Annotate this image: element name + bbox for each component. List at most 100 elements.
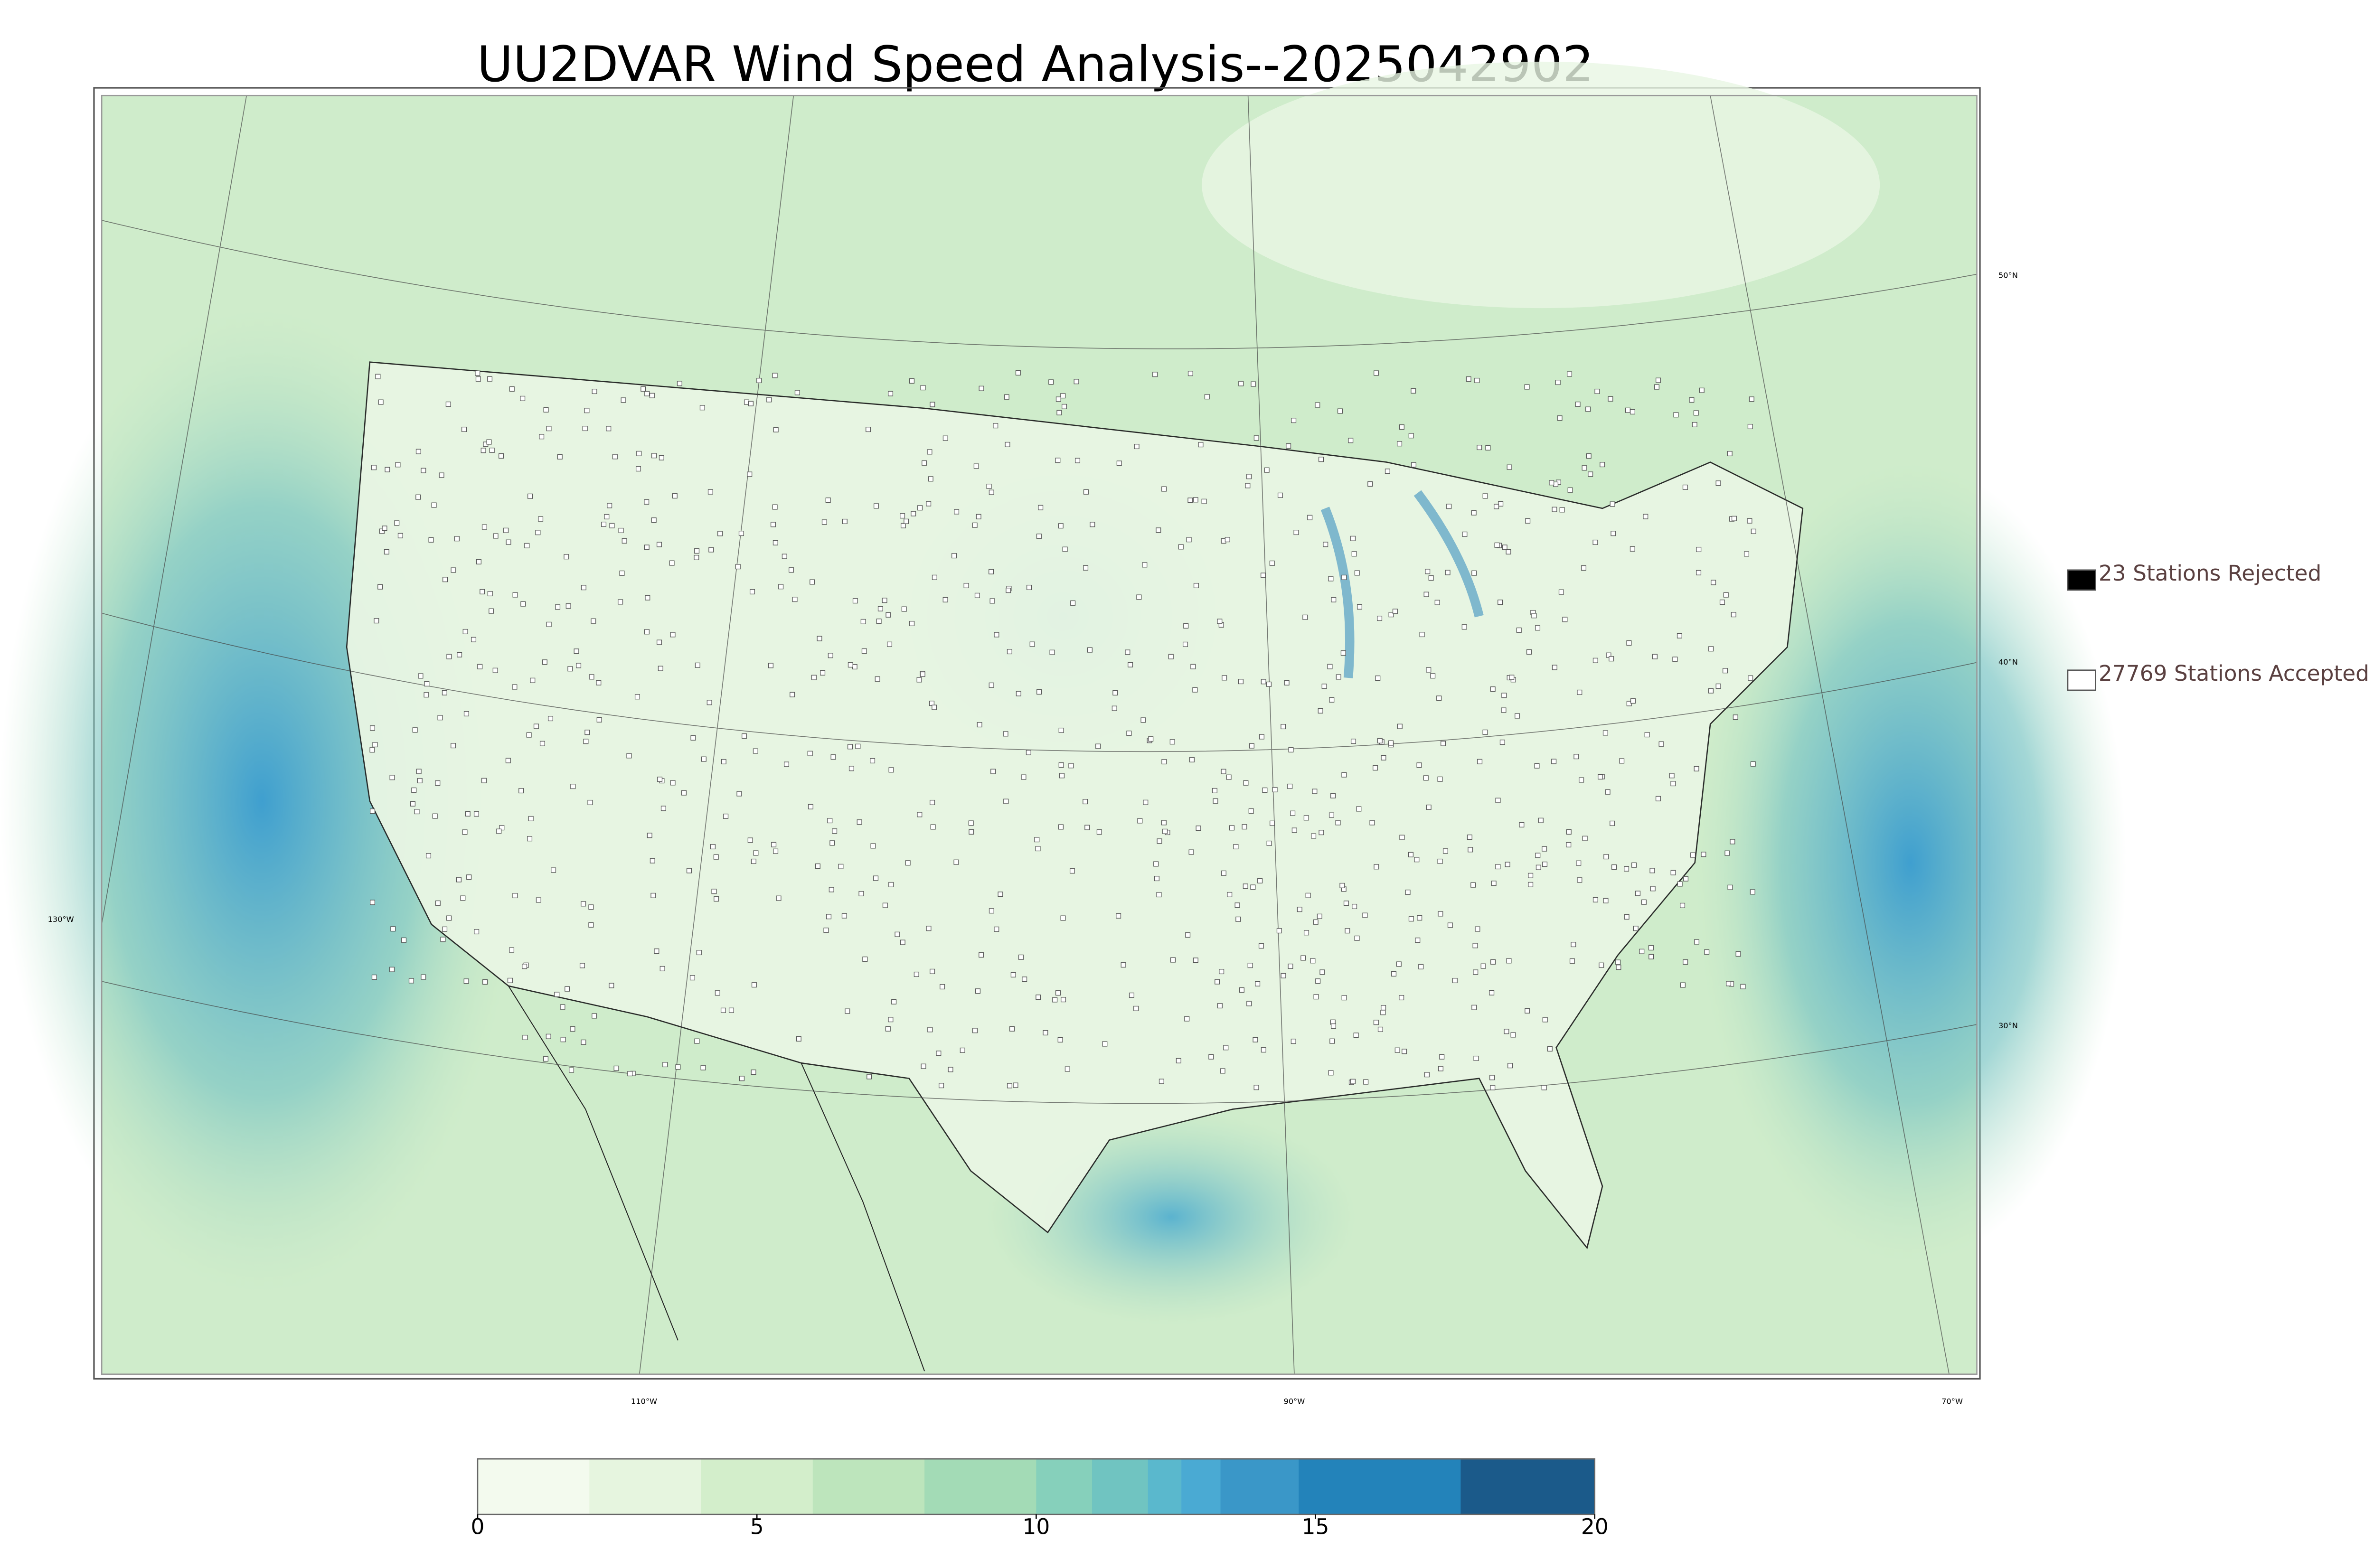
station-marker [522, 964, 528, 969]
station-marker [1426, 804, 1432, 810]
station-marker [1624, 866, 1630, 872]
station-marker [1630, 546, 1635, 552]
station-marker [1649, 868, 1655, 873]
station-marker [1566, 829, 1572, 835]
station-marker [543, 407, 549, 413]
station-marker [622, 538, 627, 544]
station-marker [649, 393, 655, 398]
station-marker [1377, 738, 1383, 743]
station-marker [1287, 783, 1293, 789]
station-marker [1748, 675, 1753, 681]
station-marker [425, 853, 432, 859]
station-marker [694, 554, 699, 560]
station-marker [1137, 818, 1143, 824]
station-marker [1547, 1046, 1553, 1052]
station-marker [1499, 740, 1505, 745]
station-marker [711, 889, 717, 894]
station-marker [1399, 424, 1404, 430]
station-marker [1217, 619, 1223, 624]
station-marker [1357, 604, 1363, 610]
station-marker [1319, 969, 1325, 975]
station-marker [1394, 1047, 1400, 1053]
station-marker [428, 537, 434, 543]
station-marker [1227, 892, 1233, 897]
station-marker [1221, 870, 1226, 876]
station-marker [1525, 1008, 1530, 1014]
station-marker [670, 780, 676, 786]
station-marker [369, 725, 376, 731]
station-marker [635, 466, 641, 472]
station-marker [1083, 799, 1088, 805]
station-marker [512, 892, 518, 899]
station-marker [1694, 939, 1699, 945]
wind-field [1202, 61, 1880, 309]
station-marker [1061, 997, 1066, 1003]
station-marker [778, 584, 784, 590]
station-marker [1353, 1033, 1359, 1038]
station-marker [677, 381, 682, 386]
station-marker [975, 988, 981, 994]
station-marker [1022, 976, 1027, 982]
station-marker [1586, 453, 1592, 459]
station-marker [481, 524, 487, 530]
station-marker [723, 813, 729, 819]
station-marker [986, 483, 992, 489]
station-marker [1362, 912, 1368, 918]
station-marker [1567, 371, 1573, 377]
station-marker [1245, 483, 1251, 488]
station-marker [905, 860, 911, 866]
station-marker [909, 620, 915, 627]
station-marker [505, 758, 511, 763]
station-marker [1243, 780, 1249, 786]
station-marker [518, 788, 524, 794]
station-marker [1711, 580, 1716, 585]
station-marker [1536, 864, 1541, 870]
station-marker [1074, 379, 1079, 385]
station-marker [772, 540, 778, 545]
station-marker [1731, 516, 1737, 521]
station-marker [382, 526, 387, 531]
station-marker [607, 503, 612, 508]
station-marker [411, 787, 417, 793]
station-marker [530, 677, 536, 683]
station-marker [954, 509, 960, 515]
station-marker [1310, 958, 1316, 964]
station-marker [927, 449, 933, 455]
station-marker [1178, 544, 1184, 550]
legend-label: 23 Stations Rejected [2099, 561, 2321, 586]
station-marker [1704, 949, 1710, 955]
station-marker [1354, 935, 1360, 941]
station-marker [1528, 882, 1534, 887]
station-marker [1558, 589, 1564, 595]
colorbar-tick-label: 10 [1022, 1514, 1050, 1540]
station-marker [1007, 649, 1012, 655]
station-marker [592, 1013, 597, 1019]
station-marker [1035, 846, 1041, 852]
station-marker [1397, 723, 1403, 729]
station-marker [1391, 971, 1397, 976]
station-marker [1238, 381, 1244, 386]
station-marker [1036, 995, 1041, 1000]
station-marker [770, 522, 776, 527]
station-marker [524, 543, 530, 548]
station-marker [1535, 625, 1541, 631]
station-marker [1549, 480, 1554, 486]
station-marker [1288, 747, 1294, 753]
station-marker [998, 892, 1003, 897]
station-marker [1065, 1066, 1070, 1072]
station-marker [1055, 396, 1061, 402]
station-marker [644, 391, 650, 396]
station-marker [1635, 891, 1641, 896]
station-marker [1336, 674, 1341, 680]
station-marker [1136, 594, 1142, 600]
station-marker [656, 639, 662, 645]
station-marker [1502, 545, 1507, 550]
station-marker [1152, 372, 1158, 377]
station-marker [1261, 679, 1266, 685]
station-marker [1286, 443, 1291, 449]
station-marker [825, 498, 831, 503]
station-marker [1021, 774, 1027, 780]
station-marker [1090, 522, 1095, 527]
station-marker [841, 913, 847, 919]
